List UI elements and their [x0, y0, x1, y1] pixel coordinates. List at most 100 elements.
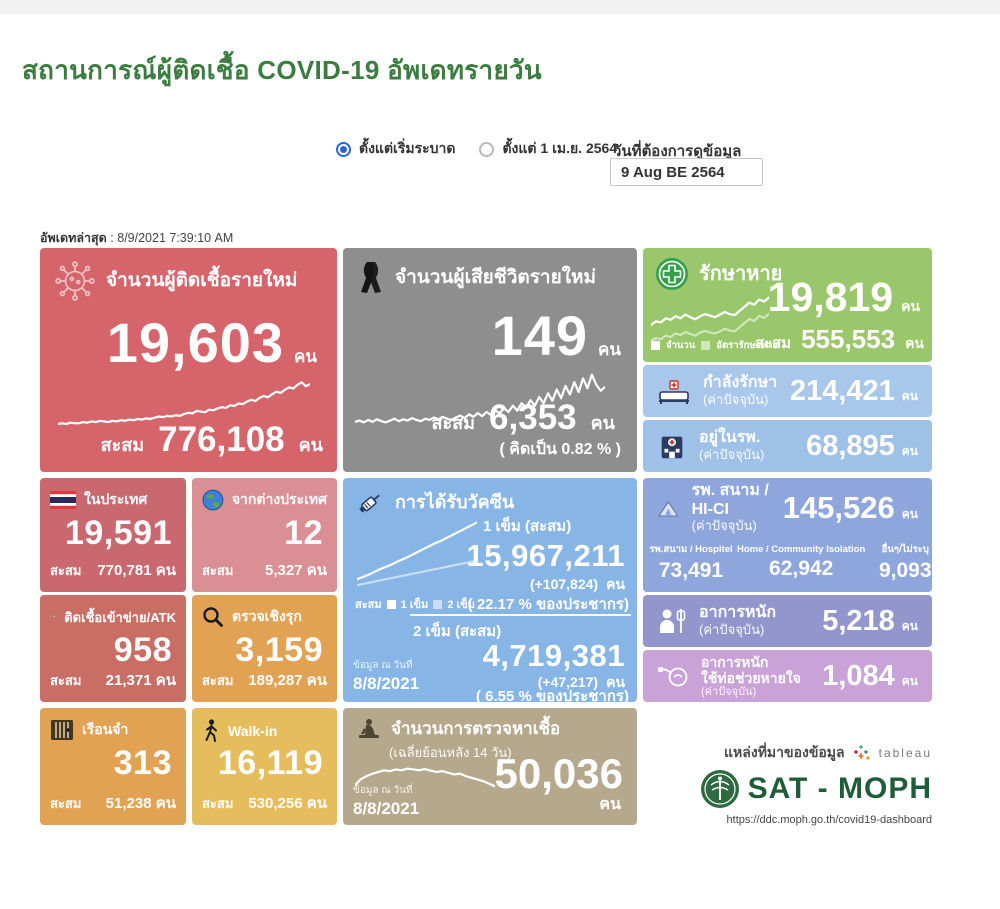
abroad-value: 12 [284, 514, 323, 552]
legend-rate-label: อัตรารักษาหาย [716, 340, 779, 351]
atk-title: ติดเชื้อเข้าข่าย/ATK [64, 609, 176, 625]
domestic-cumulative: 770,781 คน [97, 562, 176, 579]
card-vaccine: การได้รับวัคซีน 1 เข็ม (สะสม) 15,967,211… [343, 478, 637, 702]
card-deaths: จำนวนผู้เสียชีวิตรายใหม่ 149 คน สะสม 6,3… [343, 248, 637, 472]
card-field-hospital: รพ. สนาม / HI-CI (ค่าปัจจุบัน) 145,526 ค… [643, 478, 932, 592]
card-new-cases: จำนวนผู้ติดเชื้อรายใหม่ 19,603 คน สะสม 7… [40, 248, 337, 472]
deaths-value: 149 [491, 304, 588, 367]
new-cases-cumulative-label: สะสม [100, 435, 145, 455]
medical-cross-icon [656, 258, 688, 290]
virus-icon [55, 261, 95, 301]
recovered-legend: จำนวน อัตรารักษาหาย [651, 338, 778, 353]
vaccine-asof: ข้อมูล ณ วันที่ 8/8/2021 [353, 660, 420, 693]
dose1-delta: (+107,824) [529, 576, 599, 592]
tests-value: 50,036 [494, 750, 623, 797]
radio-since-april[interactable]: ตั้งแต่ 1 เม.ย. 2564 [479, 138, 617, 160]
last-update-text: อัพเดทล่าสุด : 8/9/2021 7:39:10 AM [40, 231, 234, 245]
sat-moph-brand: SAT - MOPH [747, 772, 932, 805]
vaccine-dose1-sparkline [357, 516, 477, 588]
vaccine-divider [410, 614, 631, 616]
card-proactive: ตรวจเชิงรุก 3,159 สะสม 189,287 คน [192, 595, 337, 702]
severe-value: 5,218 [822, 604, 895, 637]
new-cases-unit: คน [294, 347, 317, 366]
legend-rate-swatch [701, 341, 711, 350]
radio-since-outbreak-label: ตั้งแต่เริ่มระบาด [359, 140, 456, 156]
ventilator-subtitle: (ค่าปัจจุบัน) [701, 685, 757, 698]
in-treatment-title: กำลังรักษา [703, 374, 778, 392]
date-picker-label: วันที่ต้องการดูข้อมูล [613, 143, 742, 160]
top-strip [0, 0, 1000, 14]
recovered-rate-sparkline [651, 294, 769, 346]
radio-selected-dot [340, 145, 347, 153]
ventilator-title-line1: อาการหนัก [701, 653, 769, 670]
tests-asof: ข้อมูล ณ วันที่ 8/8/2021 [353, 785, 420, 818]
radio-since-outbreak-control[interactable] [336, 141, 351, 157]
field-hospital-value: 145,526 [782, 490, 895, 525]
test-kit-icon [50, 614, 56, 620]
deaths-unit: คน [598, 340, 621, 359]
atk-value: 958 [113, 631, 172, 669]
radio-since-april-control[interactable] [479, 141, 495, 157]
proactive-cumulative: 189,287 คน [248, 672, 327, 689]
domestic-title: ในประเทศ [84, 491, 148, 507]
radio-since-outbreak[interactable]: ตั้งแต่เริ่มระบาด [336, 138, 455, 160]
hospital-bed-icon [659, 380, 689, 404]
card-abroad: จากต่างประเทศ 12 สะสม 5,327 คน [192, 478, 337, 592]
in-treatment-value: 214,421 [789, 374, 895, 407]
walkin-cumulative: 530,256 คน [248, 795, 327, 812]
tests-sparkline [355, 756, 495, 798]
prison-cumulative: 51,238 คน [105, 795, 176, 812]
mourning-ribbon-icon [361, 262, 381, 293]
card-in-hospital: อยู่ในรพ. (ค่าปัจจุบัน) 68,895 คน [643, 420, 932, 472]
dose1-value: 15,967,211 [466, 538, 625, 573]
tableau-logo-icon [853, 745, 870, 760]
prison-title: เรือนจำ [82, 721, 129, 737]
card-prison: เรือนจำ 313 สะสม 51,238 คน [40, 708, 186, 825]
dose1-swatch [386, 599, 396, 609]
vaccine-legend: สะสม 1 เข็ม 2 เข็ม [355, 599, 476, 611]
recovered-cumulative-value: 555,553 [801, 324, 896, 354]
severe-title: อาการหนัก [699, 604, 777, 622]
field-hospital-title: รพ. สนาม / HI-CI [691, 482, 769, 518]
walking-person-icon [205, 719, 217, 742]
field-hospital-subtitle: (ค่าปัจจุบัน) [691, 517, 757, 533]
abroad-cumulative: 5,327 คน [265, 562, 327, 579]
atk-cumulative: 21,371 คน [105, 672, 176, 689]
deaths-sparkline [355, 366, 605, 428]
period-radio-group: ตั้งแต่เริ่มระบาด ตั้งแต่ 1 เม.ย. 2564 [336, 138, 617, 160]
recovered-value: 19,819 [767, 274, 894, 320]
card-atk: ติดเชื้อเข้าข่าย/ATK 958 สะสม 21,371 คน [40, 595, 186, 702]
vaccine-dose2-sparkline [357, 516, 477, 588]
card-in-treatment: กำลังรักษา (ค่าปัจจุบัน) 214,421 คน [643, 365, 932, 417]
dose2-value: 4,719,381 [482, 638, 625, 673]
card-recovered: รักษาหาย 19,819 คน จำนวน อัตรารักษาหาย ส… [643, 248, 932, 362]
hospital-building-icon [661, 436, 683, 459]
date-picker-input[interactable] [610, 158, 763, 186]
recovered-title: รักษาหาย [699, 263, 783, 285]
recovered-cumulative-label: สะสม [754, 335, 792, 352]
thai-flag-icon [50, 491, 76, 509]
dose2-delta: (+47,217) [537, 674, 599, 690]
in-hospital-value: 68,895 [806, 429, 895, 462]
new-cases-value: 19,603 [106, 311, 284, 374]
dose2-label: 2 เข็ม (สะสม) [413, 623, 502, 640]
ventilator-value: 1,084 [822, 659, 895, 692]
source-url[interactable]: https://ddc.moph.go.th/covid19-dashboard [726, 814, 932, 826]
card-walkin: Walk-in 16,119 สะสม 530,256 คน [192, 708, 337, 825]
new-cases-sparkline [58, 370, 310, 432]
lab-test-icon [359, 719, 379, 738]
in-hospital-subtitle: (ค่าปัจจุบัน) [699, 446, 765, 462]
prison-value: 313 [113, 744, 172, 782]
field-hospital-sub-hospitel: รพ.สนาม / Hospitel 73,491 [649, 543, 733, 582]
domestic-value: 19,591 [65, 514, 172, 552]
severe-subtitle: (ค่าปัจจุบัน) [699, 621, 765, 637]
tent-icon [658, 501, 679, 517]
proactive-title: ตรวจเชิงรุก [232, 608, 302, 624]
globe-icon [202, 489, 224, 511]
ventilator-icon [658, 667, 688, 687]
deaths-cumulative-label: สะสม [431, 413, 476, 433]
tests-title: จำนวนการตรวจหาเชื้อ [391, 718, 561, 738]
card-ventilator: อาการหนัก ใช้ท่อช่วยหายใจ (ค่าปัจจุบัน) … [643, 650, 932, 702]
search-icon [203, 607, 223, 627]
deaths-cumulative-value: 6,353 [489, 398, 577, 437]
